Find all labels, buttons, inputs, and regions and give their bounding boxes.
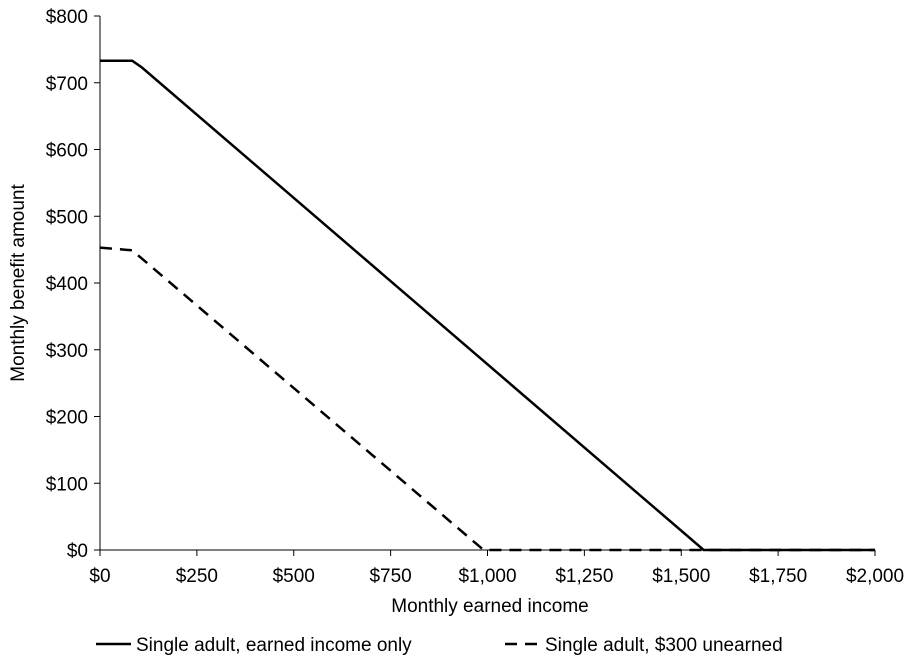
- x-tick-label: $2,000: [846, 566, 904, 587]
- legend: Single adult, earned income only Single a…: [96, 635, 783, 656]
- axes: [99, 16, 875, 551]
- series-line-earned-only: [100, 59, 875, 552]
- y-axis-ticks: $0 $100 $200 $300 $400 $500 $600 $700 $800: [46, 7, 100, 562]
- y-axis-title: Monthly benefit amount: [8, 184, 29, 382]
- x-tick-label: $1,500: [652, 566, 710, 587]
- legend-label: Single adult, earned income only: [136, 635, 412, 656]
- x-tick-label: $1,000: [458, 566, 516, 587]
- x-tick-label: $1,250: [555, 566, 613, 587]
- legend-label: Single adult, $300 unearned: [545, 635, 783, 656]
- y-tick-label: $100: [46, 474, 88, 495]
- y-tick-label: $0: [67, 541, 88, 562]
- y-tick-label: $200: [46, 408, 88, 429]
- series-line-unearned: [99, 246, 875, 552]
- x-tick-label: $250: [176, 566, 218, 587]
- x-axis-title: Monthly earned income: [391, 596, 589, 617]
- y-tick-label: $600: [46, 141, 88, 162]
- x-tick-label: $1,750: [749, 566, 807, 587]
- y-tick-label: $800: [46, 7, 88, 28]
- y-tick-label: $400: [46, 274, 88, 295]
- x-tick-label: $0: [89, 566, 110, 587]
- y-tick-label: $300: [46, 341, 88, 362]
- x-tick-label: $500: [273, 566, 315, 587]
- y-tick-label: $500: [46, 207, 88, 228]
- x-axis-ticks: $0 $250 $500 $750 $1,000 $1,250 $1,500 $1,750 $2…: [89, 550, 904, 587]
- x-tick-label: $750: [369, 566, 411, 587]
- y-tick-label: $700: [46, 74, 88, 95]
- series-layer: [99, 59, 875, 552]
